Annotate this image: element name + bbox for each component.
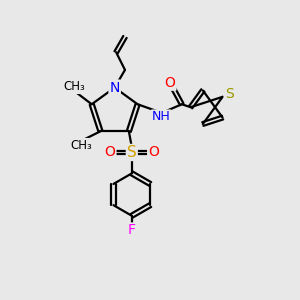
Text: O: O	[105, 146, 116, 160]
Text: F: F	[128, 224, 136, 238]
Text: CH₃: CH₃	[70, 139, 92, 152]
Text: CH₃: CH₃	[63, 80, 85, 93]
Text: O: O	[165, 76, 176, 90]
Text: NH: NH	[152, 110, 171, 123]
Text: N: N	[110, 81, 120, 94]
Text: S: S	[225, 87, 233, 101]
Text: S: S	[127, 145, 137, 160]
Text: O: O	[148, 146, 159, 160]
